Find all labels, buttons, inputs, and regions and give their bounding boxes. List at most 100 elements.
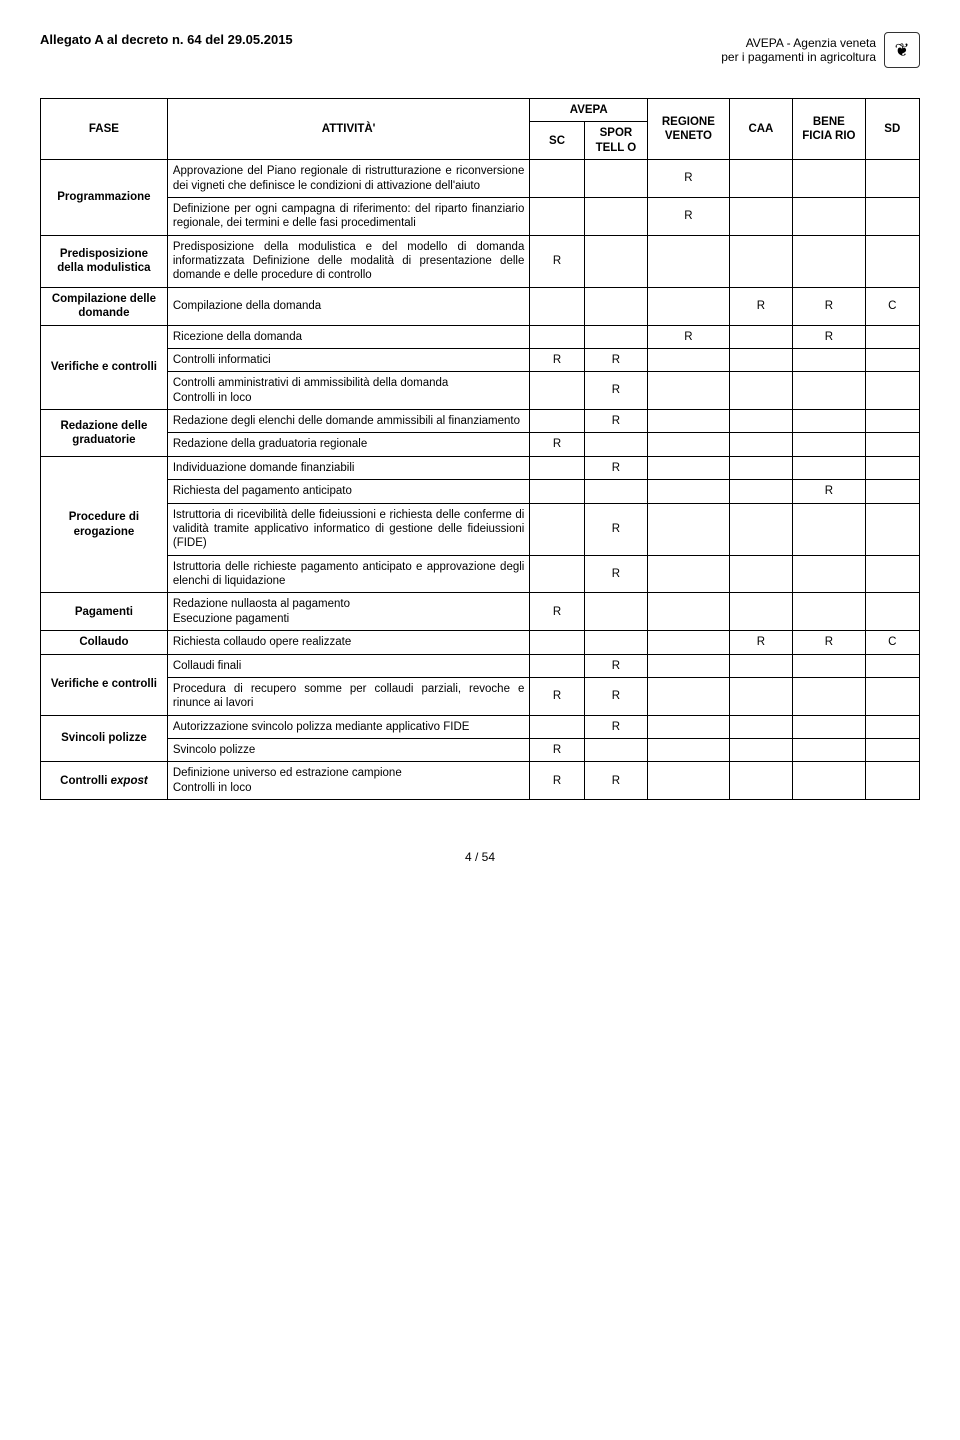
fase-cell: Procedure di erogazione	[41, 456, 168, 593]
caa-cell	[729, 372, 792, 410]
attivita-cell: Istruttoria delle richieste pagamento an…	[167, 555, 529, 593]
reg-cell	[648, 654, 730, 677]
caa-cell	[729, 197, 792, 235]
sd-cell	[865, 456, 919, 479]
sd-cell	[865, 677, 919, 715]
bene-cell	[793, 739, 865, 762]
table-row: Controlli expostDefinizione universo ed …	[41, 762, 920, 800]
caa-cell	[729, 715, 792, 738]
sc-cell	[530, 160, 584, 198]
bene-cell	[793, 235, 865, 287]
fase-cell: Controlli expost	[41, 762, 168, 800]
table-row: Svincolo polizzeR	[41, 739, 920, 762]
reg-cell	[648, 480, 730, 503]
th-bene: BENE FICIA RIO	[793, 99, 865, 160]
spor-cell: R	[584, 410, 647, 433]
sd-cell	[865, 160, 919, 198]
table-body: ProgrammazioneApprovazione del Piano reg…	[41, 160, 920, 800]
bene-cell	[793, 593, 865, 631]
caa-cell	[729, 348, 792, 371]
sd-cell	[865, 593, 919, 631]
table-row: Procedure di erogazioneIndividuazione do…	[41, 456, 920, 479]
sc-cell	[530, 287, 584, 325]
bene-cell	[793, 654, 865, 677]
table-row: CollaudoRichiesta collaudo opere realizz…	[41, 631, 920, 654]
sc-cell: R	[530, 348, 584, 371]
fase-cell: Collaudo	[41, 631, 168, 654]
fase-cell: Verifiche e controlli	[41, 325, 168, 410]
sc-cell	[530, 410, 584, 433]
attivita-cell: Redazione della graduatoria regionale	[167, 433, 529, 456]
bene-cell	[793, 197, 865, 235]
sc-cell	[530, 715, 584, 738]
reg-cell	[648, 739, 730, 762]
spor-cell	[584, 160, 647, 198]
attivita-cell: Redazione degli elenchi delle domande am…	[167, 410, 529, 433]
reg-cell	[648, 235, 730, 287]
sc-cell	[530, 654, 584, 677]
sc-cell	[530, 480, 584, 503]
spor-cell	[584, 593, 647, 631]
attivita-cell: Definizione universo ed estrazione campi…	[167, 762, 529, 800]
spor-cell	[584, 287, 647, 325]
reg-cell	[648, 631, 730, 654]
spor-cell: R	[584, 503, 647, 555]
attivita-cell: Individuazione domande finanziabili	[167, 456, 529, 479]
sc-cell: R	[530, 677, 584, 715]
caa-cell	[729, 456, 792, 479]
bene-cell: R	[793, 631, 865, 654]
bene-cell	[793, 555, 865, 593]
bene-cell	[793, 677, 865, 715]
spor-cell	[584, 631, 647, 654]
attivita-cell: Controlli informatici	[167, 348, 529, 371]
attivita-cell: Compilazione della domanda	[167, 287, 529, 325]
spor-cell: R	[584, 348, 647, 371]
attivita-cell: Collaudi finali	[167, 654, 529, 677]
header-right: AVEPA - Agenzia veneta per i pagamenti i…	[721, 32, 920, 68]
attivita-cell: Richiesta del pagamento anticipato	[167, 480, 529, 503]
bene-cell	[793, 456, 865, 479]
bene-cell	[793, 410, 865, 433]
sd-cell	[865, 433, 919, 456]
bene-cell	[793, 372, 865, 410]
main-table: FASE ATTIVITÀ' AVEPA REGIONE VENETO CAA …	[40, 98, 920, 800]
sd-cell: C	[865, 287, 919, 325]
reg-cell	[648, 433, 730, 456]
table-row: Redazione della graduatoria regionaleR	[41, 433, 920, 456]
attivita-cell: Svincolo polizze	[167, 739, 529, 762]
header-right-text: AVEPA - Agenzia veneta per i pagamenti i…	[721, 36, 876, 64]
sc-cell	[530, 372, 584, 410]
sd-cell	[865, 480, 919, 503]
reg-cell	[648, 715, 730, 738]
spor-cell	[584, 480, 647, 503]
logo-icon: ❦	[884, 32, 920, 68]
table-row: Redazione delle graduatorieRedazione deg…	[41, 410, 920, 433]
caa-cell	[729, 433, 792, 456]
caa-cell	[729, 739, 792, 762]
attivita-cell: Redazione nullaosta al pagamentoEsecuzio…	[167, 593, 529, 631]
table-row: Procedura di recupero somme per collaudi…	[41, 677, 920, 715]
fase-cell: Svincoli polizze	[41, 715, 168, 762]
caa-cell	[729, 480, 792, 503]
reg-cell: R	[648, 197, 730, 235]
sc-cell: R	[530, 739, 584, 762]
table-row: Istruttoria di ricevibilità delle fideiu…	[41, 503, 920, 555]
caa-cell: R	[729, 631, 792, 654]
table-row: Predisposizione della modulisticaPredisp…	[41, 235, 920, 287]
spor-cell	[584, 197, 647, 235]
table-row: Controlli amministrativi di ammissibilit…	[41, 372, 920, 410]
attivita-cell: Procedura di recupero somme per collaudi…	[167, 677, 529, 715]
attivita-cell: Controlli amministrativi di ammissibilit…	[167, 372, 529, 410]
sd-cell	[865, 654, 919, 677]
th-spor: SPOR TELL O	[584, 122, 647, 160]
caa-cell	[729, 762, 792, 800]
table-row: Definizione per ogni campagna di riferim…	[41, 197, 920, 235]
sc-cell	[530, 456, 584, 479]
fase-cell: Pagamenti	[41, 593, 168, 631]
sc-cell	[530, 197, 584, 235]
spor-cell	[584, 235, 647, 287]
bene-cell: R	[793, 325, 865, 348]
attivita-cell: Richiesta collaudo opere realizzate	[167, 631, 529, 654]
bene-cell	[793, 762, 865, 800]
page-footer: 4 / 54	[40, 850, 920, 864]
